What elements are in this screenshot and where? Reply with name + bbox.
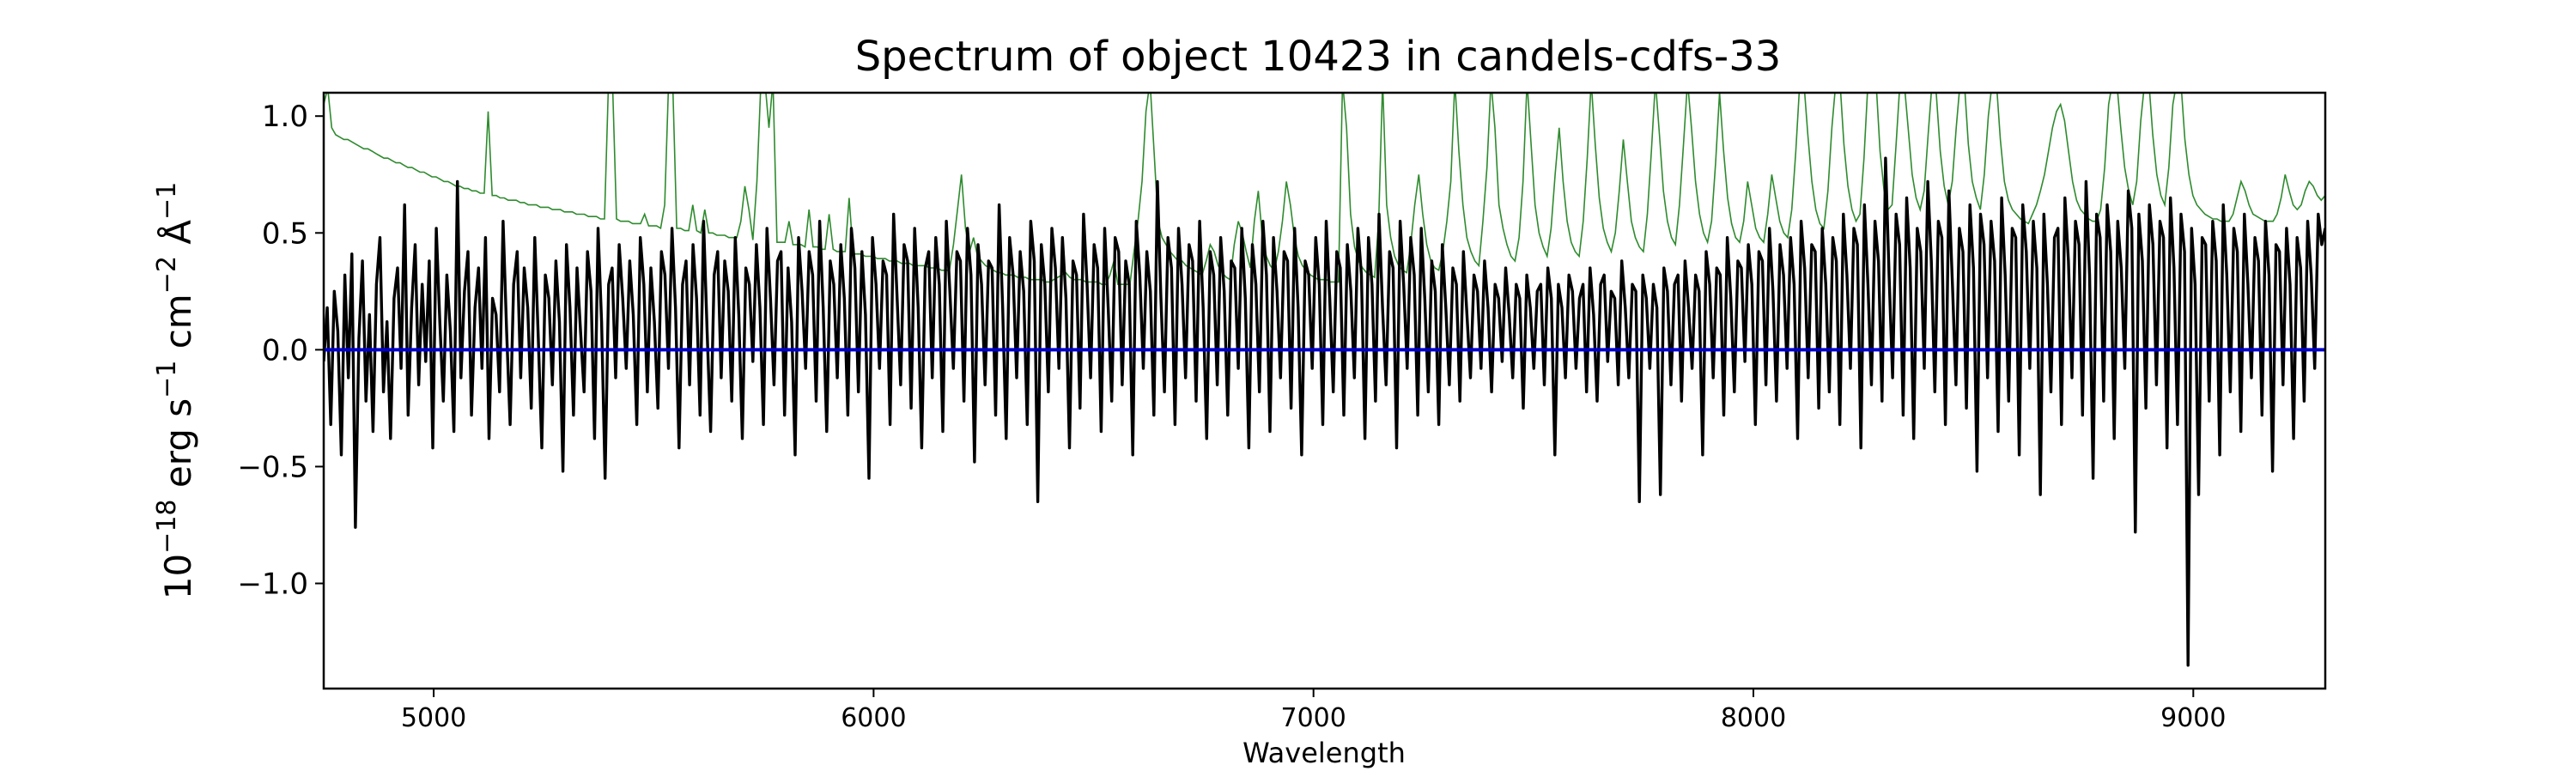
flux-series-line bbox=[324, 156, 2325, 667]
y-label-unit2: cm bbox=[157, 294, 199, 360]
x-tick-label: 7000 bbox=[1281, 703, 1346, 733]
y-tick-label: 0.0 bbox=[262, 333, 308, 367]
x-tick-label: 9000 bbox=[2160, 703, 2226, 733]
y-label-unit1: erg s bbox=[157, 398, 199, 500]
y-tick-label: 0.5 bbox=[262, 216, 308, 251]
y-label-unit3: Å bbox=[156, 220, 199, 256]
y-tick-label: −0.5 bbox=[237, 450, 308, 484]
y-tick-label: 1.0 bbox=[262, 100, 308, 134]
plot-frame bbox=[322, 91, 2327, 690]
y-label-base: 10 bbox=[157, 554, 199, 599]
y-tick-label: −1.0 bbox=[237, 568, 308, 602]
y-label-unit2-exponent: −2 bbox=[152, 256, 182, 294]
y-label-unit3-exponent: −1 bbox=[152, 182, 182, 220]
x-axis-ticks: 5000 6000 7000 8000 9000 bbox=[401, 689, 2226, 733]
y-axis-label: 10−18 erg s−1 cm−2 Å−1 bbox=[152, 182, 199, 600]
y-label-base-exponent: −18 bbox=[152, 500, 182, 554]
x-tick-label: 5000 bbox=[401, 703, 466, 733]
y-label-unit1-exponent: −1 bbox=[152, 361, 182, 398]
y-axis-ticks: −1.0 −0.5 0.0 0.5 1.0 bbox=[237, 100, 324, 602]
x-tick-label: 6000 bbox=[841, 703, 906, 733]
x-tick-label: 8000 bbox=[1721, 703, 1786, 733]
x-axis-label: Wavelength bbox=[1242, 737, 1406, 769]
chart-title: Spectrum of object 10423 in candels-cdfs… bbox=[855, 33, 1782, 81]
